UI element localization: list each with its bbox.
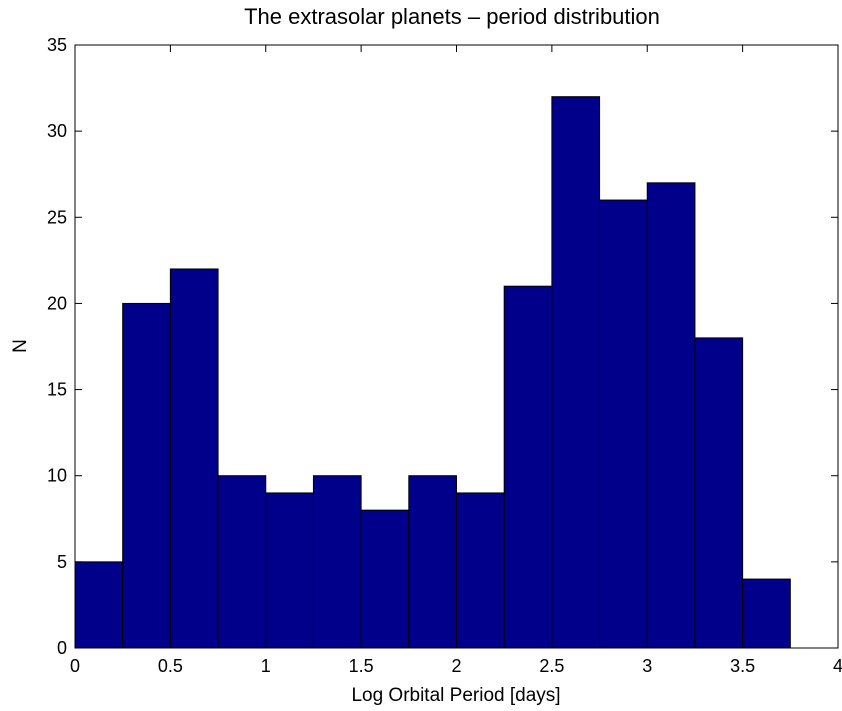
x-tick-label: 1.5 — [349, 656, 374, 676]
x-axis-label: Log Orbital Period [days] — [351, 685, 560, 706]
y-axis-ticks: 0 5 10 15 20 25 30 35 — [47, 35, 838, 658]
y-tick-label: 30 — [47, 121, 67, 141]
y-tick-label: 0 — [57, 638, 67, 658]
histogram-bar-5 — [312, 475, 362, 649]
x-tick-label: 1 — [261, 656, 271, 676]
x-tick-label: 0.5 — [158, 656, 183, 676]
y-tick-label: 10 — [47, 466, 67, 486]
histogram-bar-12 — [646, 182, 696, 649]
histogram-bar-3 — [217, 475, 267, 649]
x-tick-label: 4 — [833, 656, 842, 676]
y-axis-label: N — [10, 339, 31, 353]
y-tick-label: 35 — [47, 35, 67, 55]
histogram-bar-2 — [169, 268, 219, 649]
x-tick-label: 3.5 — [730, 656, 755, 676]
x-tick-label: 2.5 — [539, 656, 564, 676]
y-tick-label: 20 — [47, 293, 67, 313]
x-tick-label: 3 — [642, 656, 652, 676]
histogram-bar-11 — [599, 199, 648, 649]
histogram-bar-9 — [503, 285, 553, 649]
x-axis-ticks: 0 0.5 1 1.5 2 2.5 3 3.5 4 — [70, 45, 842, 676]
histogram-bar-1 — [122, 302, 171, 649]
histogram-bar-7 — [408, 475, 457, 649]
histogram-bar-4 — [265, 492, 314, 649]
x-tick-label: 0 — [70, 656, 80, 676]
bars-group — [74, 96, 791, 649]
y-tick-label: 25 — [47, 207, 67, 227]
chart-title: The extrasolar planets – period distribu… — [244, 4, 660, 29]
histogram-bar-14 — [742, 578, 791, 649]
histogram-bar-10 — [551, 96, 601, 649]
x-tick-label: 2 — [451, 656, 461, 676]
y-tick-label: 15 — [47, 380, 67, 400]
histogram-bar-6 — [360, 509, 410, 649]
histogram-bar-8 — [456, 492, 505, 649]
histogram-bar-13 — [694, 337, 744, 649]
y-tick-label: 5 — [57, 552, 67, 572]
histogram-bar-0 — [74, 561, 124, 649]
